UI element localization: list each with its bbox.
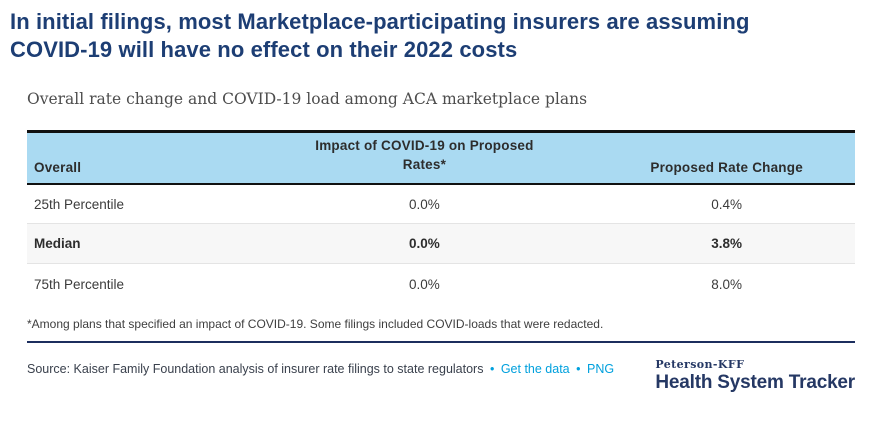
chart-card: In initial filings, most Marketplace-par…: [0, 8, 878, 427]
table-footnote: *Among plans that specified an impact of…: [27, 316, 604, 331]
row-label: 75th Percentile: [34, 276, 125, 292]
column-header-covid-impact: Impact of COVID-19 on Proposed Rates*: [315, 138, 534, 172]
png-download-link[interactable]: PNG: [587, 361, 615, 376]
table-header: Overall Impact of COVID-19 on Proposed R…: [27, 131, 855, 184]
table-row-median: Median 0.0% 3.8%: [27, 223, 855, 264]
health-system-tracker-logo[interactable]: Peterson-KFF Health System Tracker: [655, 358, 855, 394]
chart-footer: Source: Kaiser Family Foundation analysi…: [27, 358, 855, 394]
rate-change-value: 3.8%: [711, 236, 743, 252]
covid-impact-value: 0.0%: [409, 196, 440, 212]
row-label: 25th Percentile: [34, 196, 125, 212]
rate-change-value: 8.0%: [711, 276, 743, 292]
logo-brand-text: Peterson-KFF: [655, 357, 745, 371]
source-text: Source: Kaiser Family Foundation analysi…: [27, 361, 484, 376]
table-row-25th-percentile: 25th Percentile 0.0% 0.4%: [27, 184, 855, 224]
covid-impact-value: 0.0%: [409, 276, 440, 292]
table-header-row: Overall Impact of COVID-19 on Proposed R…: [27, 131, 855, 184]
rate-change-value: 0.4%: [711, 196, 743, 212]
get-the-data-link[interactable]: Get the data: [500, 361, 570, 376]
column-header-overall: Overall: [34, 159, 82, 175]
chart-subtitle: Overall rate change and COVID-19 load am…: [27, 90, 588, 109]
bullet-separator: •: [576, 361, 581, 376]
column-header-rate-change: Proposed Rate Change: [650, 159, 803, 175]
row-label: Median: [34, 236, 81, 252]
source-line: Source: Kaiser Family Foundation analysi…: [27, 358, 614, 376]
covid-impact-value: 0.0%: [409, 236, 440, 252]
bullet-separator: •: [489, 361, 495, 376]
rate-change-table: Overall Impact of COVID-19 on Proposed R…: [27, 130, 855, 304]
footer-divider: [27, 340, 855, 343]
logo-name-text: Health System Tracker: [655, 371, 855, 393]
chart-headline: In initial filings, most Marketplace-par…: [10, 9, 750, 63]
chart-body: Overall rate change and COVID-19 load am…: [27, 90, 855, 394]
table-row-75th-percentile: 75th Percentile 0.0% 8.0%: [27, 264, 855, 304]
